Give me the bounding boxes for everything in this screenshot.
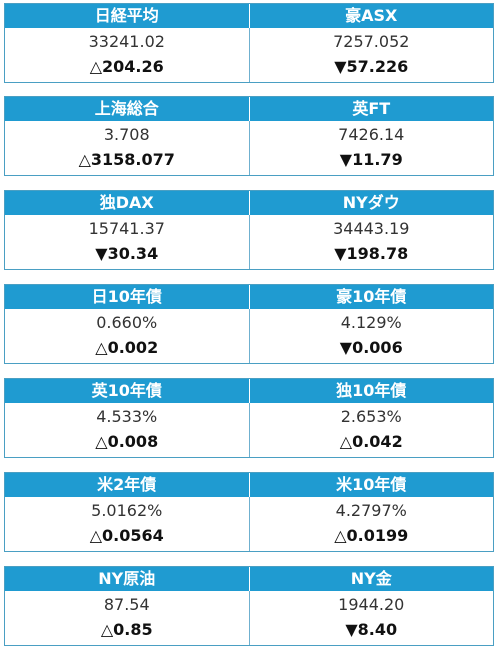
market-header-row: 日経平均 豪ASX: [5, 4, 493, 28]
market-name[interactable]: 上海総合: [94, 99, 159, 118]
market-value: 34443.19: [333, 219, 410, 238]
market-name[interactable]: 日経平均: [94, 6, 159, 25]
market-cell: 33241.02 △204.26: [5, 28, 249, 82]
market-change: △0.008: [95, 432, 159, 451]
market-header-row: 英10年債 独10年債: [5, 379, 493, 403]
market-header-row: 独DAX NYダウ: [5, 191, 493, 215]
market-change: ▼57.226: [334, 57, 409, 76]
market-name[interactable]: 日10年債: [91, 287, 162, 306]
market-data-row: 5.0162% △0.0564 4.2797% △0.0199: [5, 497, 493, 551]
market-header-row: NY原油 NY金: [5, 567, 493, 591]
market-header-row: 日10年債 豪10年債: [5, 285, 493, 309]
market-block: 米2年債 米10年債 5.0162% △0.0564 4.2797% △0.01…: [4, 472, 494, 552]
market-value: 2.653%: [340, 407, 402, 426]
market-change: ▼8.40: [345, 620, 398, 639]
market-name[interactable]: NY金: [248, 567, 494, 591]
market-value: 3.708: [103, 125, 150, 144]
market-block: 英10年債 独10年債 4.533% △0.008 2.653% △0.042: [4, 378, 494, 458]
market-block: 日経平均 豪ASX 33241.02 △204.26 7257.052 ▼57.…: [4, 3, 494, 83]
market-cell: 4.129% ▼0.006: [248, 309, 494, 363]
market-cell: 7426.14 ▼11.79: [248, 121, 494, 175]
market-value: 4.129%: [340, 313, 402, 332]
market-cell: 0.660% △0.002: [5, 309, 249, 363]
market-value: 15741.37: [88, 219, 165, 238]
market-data-row: 0.660% △0.002 4.129% ▼0.006: [5, 309, 493, 363]
market-block: 上海総合 英FT 3.708 △3158.077 7426.14 ▼11.79: [4, 96, 494, 176]
market-data-row: 3.708 △3158.077 7426.14 ▼11.79: [5, 121, 493, 175]
market-cell: 15741.37 ▼30.34: [5, 215, 249, 269]
market-change: ▼198.78: [334, 244, 409, 263]
market-block: NY原油 NY金 87.54 △0.85 1944.20 ▼8.40: [4, 566, 494, 646]
market-name[interactable]: 独DAX: [99, 193, 154, 212]
market-change: ▼30.34: [95, 244, 159, 263]
market-cell: 34443.19 ▼198.78: [248, 215, 494, 269]
market-value: 7257.052: [333, 32, 410, 51]
market-value: 5.0162%: [91, 501, 163, 520]
market-change: ▼0.006: [339, 338, 403, 357]
market-change: △0.0199: [334, 526, 409, 545]
market-change: ▼11.79: [339, 150, 403, 169]
market-change: △0.002: [95, 338, 159, 357]
market-value: 4.533%: [96, 407, 158, 426]
market-cell: 3.708 △3158.077: [5, 121, 249, 175]
market-cell: 4.2797% △0.0199: [248, 497, 494, 551]
market-value: 7426.14: [338, 125, 405, 144]
market-name[interactable]: NYダウ: [248, 191, 494, 215]
market-name[interactable]: 米10年債: [248, 473, 494, 497]
market-cell: 87.54 △0.85: [5, 591, 249, 645]
market-name[interactable]: 米2年債: [97, 475, 157, 494]
market-data-row: 87.54 △0.85 1944.20 ▼8.40: [5, 591, 493, 645]
market-data-row: 15741.37 ▼30.34 34443.19 ▼198.78: [5, 215, 493, 269]
market-name[interactable]: NY原油: [98, 569, 156, 588]
market-change: △3158.077: [78, 150, 175, 169]
market-name[interactable]: 英10年債: [91, 381, 162, 400]
market-cell: 1944.20 ▼8.40: [248, 591, 494, 645]
market-cell: 4.533% △0.008: [5, 403, 249, 457]
market-value: 33241.02: [88, 32, 165, 51]
market-value: 1944.20: [338, 595, 405, 614]
market-name[interactable]: 独10年債: [248, 379, 494, 403]
market-value: 0.660%: [96, 313, 158, 332]
market-block: 日10年債 豪10年債 0.660% △0.002 4.129% ▼0.006: [4, 284, 494, 364]
market-header-row: 上海総合 英FT: [5, 97, 493, 121]
market-cell: 2.653% △0.042: [248, 403, 494, 457]
market-cell: 7257.052 ▼57.226: [248, 28, 494, 82]
market-block: 独DAX NYダウ 15741.37 ▼30.34 34443.19 ▼198.…: [4, 190, 494, 270]
market-change: △0.85: [100, 620, 153, 639]
market-change: △0.0564: [89, 526, 164, 545]
market-change: △204.26: [89, 57, 164, 76]
market-data-row: 4.533% △0.008 2.653% △0.042: [5, 403, 493, 457]
market-header-row: 米2年債 米10年債: [5, 473, 493, 497]
market-name[interactable]: 英FT: [248, 97, 494, 121]
market-value: 87.54: [103, 595, 150, 614]
market-change: △0.042: [339, 432, 403, 451]
market-cell: 5.0162% △0.0564: [5, 497, 249, 551]
market-name[interactable]: 豪10年債: [248, 285, 494, 309]
market-data-row: 33241.02 △204.26 7257.052 ▼57.226: [5, 28, 493, 82]
market-name[interactable]: 豪ASX: [248, 4, 494, 28]
market-value: 4.2797%: [335, 501, 407, 520]
